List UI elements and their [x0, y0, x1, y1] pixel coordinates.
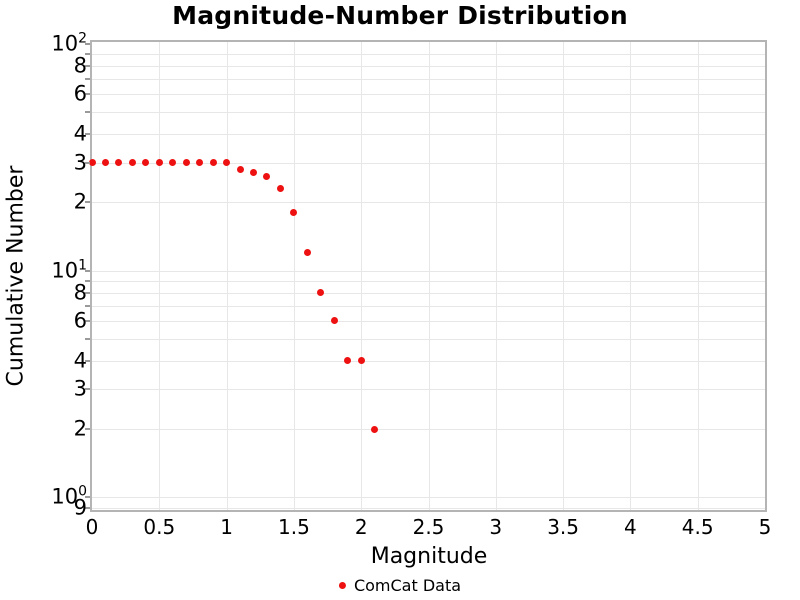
data-point	[101, 159, 109, 166]
data-point	[155, 159, 163, 166]
y-tick-mark	[85, 359, 90, 362]
data-point	[142, 159, 150, 166]
y-tick-label: 100	[51, 483, 87, 509]
y-tick-label: 101	[51, 257, 87, 283]
y-tick-mark	[85, 133, 90, 136]
x-gridline	[226, 42, 228, 510]
x-gridline	[697, 42, 699, 510]
x-tick-label: 1	[220, 515, 233, 539]
y-tick-mark	[85, 319, 90, 322]
y-tick-label: 2	[73, 416, 87, 441]
x-gridline	[428, 42, 430, 510]
data-point	[115, 159, 123, 166]
x-tick-label: 4	[624, 515, 637, 539]
y-tick-mark	[85, 304, 90, 307]
data-point	[236, 165, 244, 173]
data-point	[169, 159, 177, 166]
data-point	[371, 425, 379, 433]
y-tick-mark	[85, 269, 90, 272]
data-point	[88, 159, 96, 166]
data-point	[196, 159, 204, 166]
y-tick-mark	[85, 506, 90, 509]
y-tick-label: 8	[73, 53, 87, 78]
y-tick-mark	[85, 496, 90, 499]
y-tick-label: 102	[51, 30, 87, 56]
x-gridline	[293, 42, 295, 510]
y-tick-label: 2	[73, 189, 87, 214]
x-gridline	[630, 42, 632, 510]
y-axis-title: Cumulative Number	[3, 165, 29, 387]
data-point	[290, 209, 298, 217]
x-tick-label: 2	[354, 515, 368, 539]
x-gridline	[159, 42, 161, 510]
x-tick-label: 0.5	[143, 515, 176, 539]
x-tick-label: 2.5	[412, 515, 445, 539]
y-tick-mark	[85, 53, 90, 56]
legend-marker-dot	[338, 582, 346, 589]
legend-label: ComCat Data	[353, 576, 462, 595]
data-point	[263, 173, 271, 181]
x-gridline	[361, 42, 363, 510]
y-tick-label: 4	[73, 348, 87, 373]
x-gridline	[495, 42, 497, 510]
y-tick-exponent: 0	[78, 483, 87, 500]
data-point	[357, 357, 365, 365]
data-point	[223, 159, 231, 166]
plot-area	[88, 40, 767, 512]
x-tick-label: 1.5	[277, 515, 310, 539]
y-tick-mark	[85, 291, 90, 294]
y-tick-label: 9	[73, 495, 87, 520]
chart-title: Magnitude-Number Distribution	[172, 1, 628, 30]
data-point	[209, 159, 217, 166]
data-point	[250, 169, 258, 177]
y-tick-mark	[85, 388, 90, 391]
y-tick-mark	[85, 428, 90, 431]
y-tick-exponent: 2	[78, 30, 87, 47]
y-tick-label: 3	[73, 376, 87, 401]
data-point	[128, 159, 136, 166]
y-tick-mark	[85, 111, 90, 114]
y-tick-label: 8	[73, 280, 87, 305]
x-tick-label: 0	[85, 515, 99, 539]
data-point	[317, 289, 325, 297]
x-tick-label: 5	[758, 515, 772, 539]
x-tick-label: 3	[489, 515, 503, 539]
data-point	[276, 185, 284, 193]
y-tick-label: 6	[73, 81, 87, 106]
x-axis-title: Magnitude	[370, 544, 488, 569]
y-tick-mark	[85, 64, 90, 67]
y-tick-label: 3	[73, 150, 87, 174]
y-tick-mark	[85, 201, 90, 204]
data-point	[303, 249, 311, 257]
legend: ComCat Data	[338, 576, 462, 595]
data-point	[330, 317, 338, 325]
x-tick-label: 4.5	[681, 515, 714, 539]
y-tick-label: 6	[73, 308, 87, 333]
data-point	[344, 357, 352, 365]
x-gridline	[563, 42, 565, 510]
x-tick-label: 3.5	[547, 515, 579, 539]
y-tick-mark	[85, 93, 90, 96]
y-tick-mark	[85, 42, 90, 45]
y-tick-label: 4	[73, 121, 87, 146]
y-tick-mark	[85, 337, 90, 340]
y-tick-mark	[85, 280, 90, 283]
y-tick-mark	[85, 161, 90, 164]
y-tick-exponent: 1	[78, 257, 87, 274]
y-tick-mark	[85, 78, 90, 81]
data-point	[182, 159, 190, 166]
